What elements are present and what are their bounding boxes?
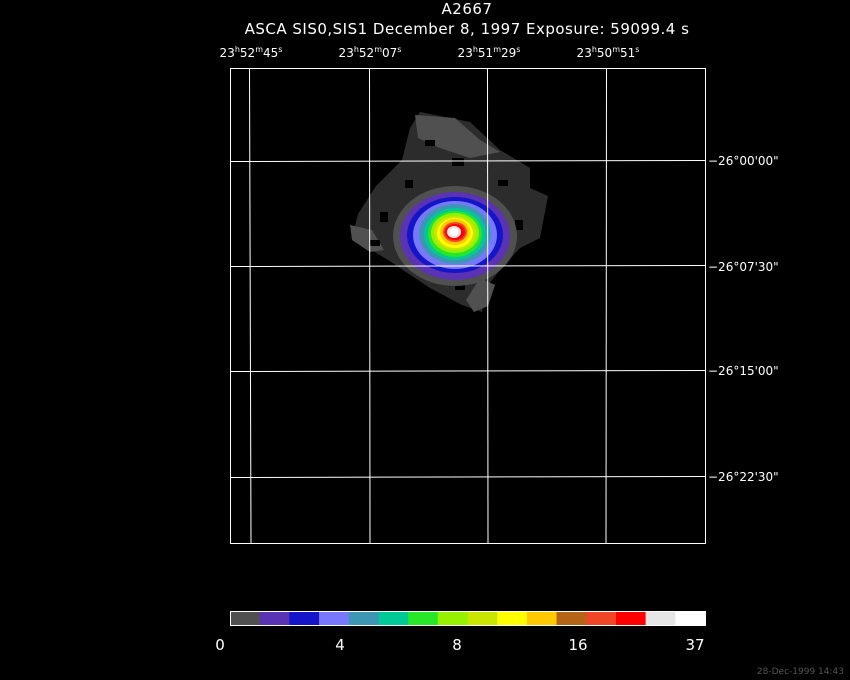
- colorbar-tick-0: 0: [215, 636, 225, 654]
- colorbar-segment: [348, 611, 379, 625]
- colorbar-segment: [675, 611, 706, 625]
- map-subtitle: ASCA SIS0,SIS1 December 8, 1997 Exposure…: [244, 20, 690, 38]
- xray-emission-image: [350, 112, 548, 312]
- colorbar-segment: [437, 611, 468, 625]
- colorbar-segment: [259, 611, 290, 625]
- colorbar-segment: [586, 611, 617, 625]
- colorbar: [230, 611, 706, 625]
- colorbar-segment: [408, 611, 439, 625]
- colorbar-segment: [615, 611, 647, 625]
- coordinate-grid: [229, 67, 707, 544]
- colorbar-segment: [289, 611, 320, 625]
- colorbar-frame: [230, 611, 706, 626]
- map-title: A2667: [441, 0, 493, 18]
- timestamp: 28-Dec-1999 14:43: [756, 667, 844, 677]
- colorbar-segment: [230, 611, 261, 625]
- colorbar-tick-16: 16: [568, 636, 588, 654]
- colorbar-tick-37: 37: [685, 636, 705, 654]
- colorbar-segment: [467, 611, 498, 625]
- colorbar-segment: [497, 611, 528, 625]
- ra-label-1: 23h52m45s: [219, 45, 283, 60]
- dec-label-3: −26°15'00": [708, 364, 779, 378]
- colorbar-segment: [526, 611, 558, 625]
- dec-label-2: −26°07'30": [708, 260, 779, 274]
- colorbar-segment: [556, 611, 587, 625]
- ra-label-2: 23h52m07s: [338, 45, 402, 60]
- colorbar-segment: [378, 611, 409, 625]
- colorbar-segment: [645, 611, 676, 625]
- dec-label-4: −26°22'30": [708, 470, 779, 484]
- ra-label-3: 23h51m29s: [457, 45, 521, 60]
- colorbar-segment: [319, 611, 350, 625]
- dec-label-1: −26°00'00": [708, 154, 779, 168]
- ra-label-4: 23h50m51s: [576, 45, 640, 60]
- colorbar-tick-8: 8: [452, 636, 462, 654]
- colorbar-tick-4: 4: [335, 636, 345, 654]
